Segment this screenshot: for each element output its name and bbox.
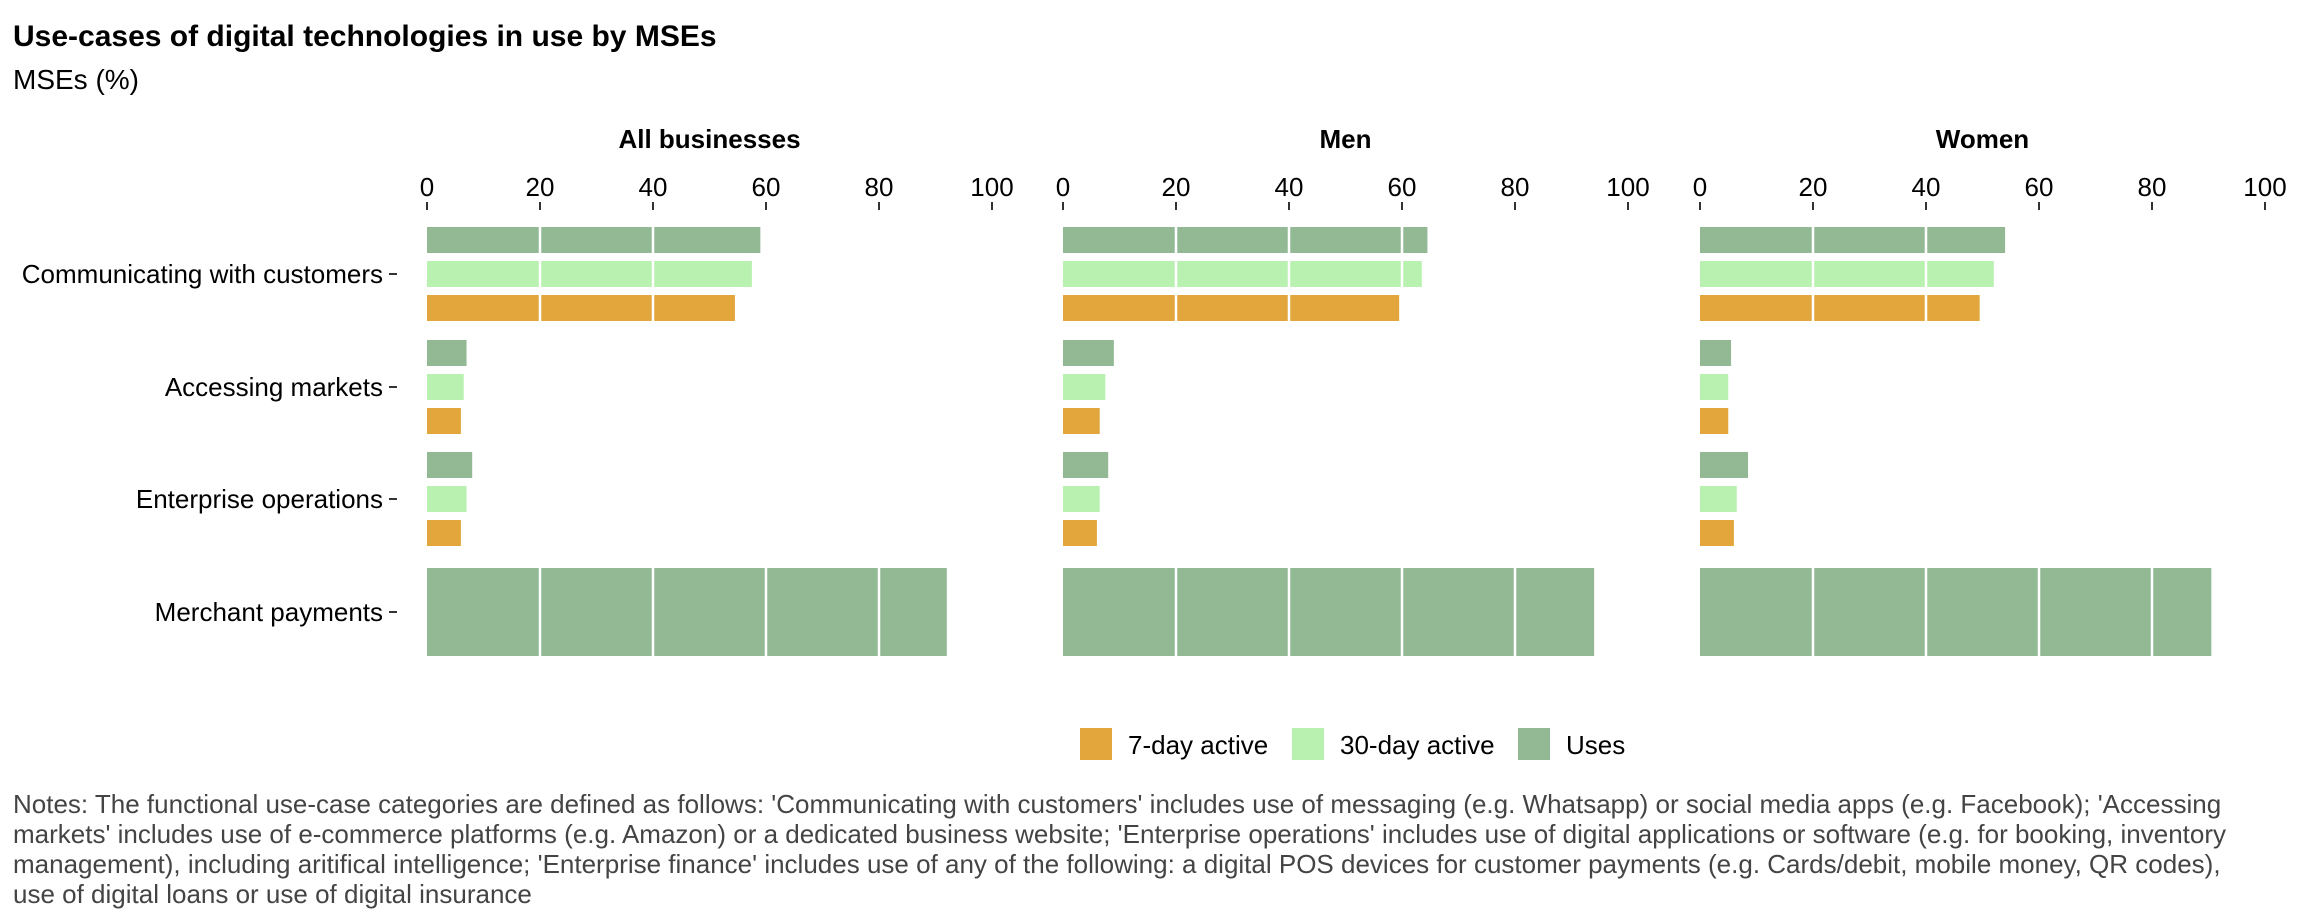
x-tick-label-all-businesses-60: 60 bbox=[752, 172, 781, 202]
x-tick-label-women-0: 0 bbox=[1693, 172, 1707, 202]
bar-women-enterprise-operations-7-day-active bbox=[1700, 520, 1734, 546]
x-tick-label-men-0: 0 bbox=[1056, 172, 1070, 202]
bar-men-accessing-markets-7-day-active bbox=[1063, 408, 1100, 434]
bar-men-communicating-with-customers-uses bbox=[1063, 227, 1428, 253]
bar-all-businesses-accessing-markets-30-day-active bbox=[427, 374, 464, 400]
x-tick-label-all-businesses-100: 100 bbox=[970, 172, 1013, 202]
bar-men-communicating-with-customers-30-day-active bbox=[1063, 261, 1422, 287]
x-tick-label-all-businesses-40: 40 bbox=[639, 172, 668, 202]
bar-men-accessing-markets-uses bbox=[1063, 340, 1114, 366]
x-tick-label-all-businesses-20: 20 bbox=[526, 172, 555, 202]
bar-all-businesses-communicating-with-customers-7-day-active bbox=[427, 295, 735, 321]
bar-women-accessing-markets-30-day-active bbox=[1700, 374, 1729, 400]
chart-title: Use-cases of digital technologies in use… bbox=[13, 20, 717, 53]
bar-all-businesses-merchant-payments-uses bbox=[427, 568, 947, 656]
legend-swatch-7-day-active bbox=[1080, 728, 1112, 760]
legend-label-30-day-active: 30-day active bbox=[1340, 730, 1495, 760]
bar-women-merchant-payments-uses bbox=[1700, 568, 2212, 656]
panel-title-all-businesses: All businesses bbox=[618, 124, 800, 154]
x-tick-label-men-60: 60 bbox=[1388, 172, 1417, 202]
bar-women-communicating-with-customers-uses bbox=[1700, 227, 2006, 253]
x-tick-label-men-40: 40 bbox=[1275, 172, 1304, 202]
bar-all-businesses-enterprise-operations-uses bbox=[427, 452, 473, 478]
x-tick-label-all-businesses-0: 0 bbox=[420, 172, 434, 202]
bar-men-merchant-payments-uses bbox=[1063, 568, 1595, 656]
bar-men-accessing-markets-30-day-active bbox=[1063, 374, 1106, 400]
bar-women-communicating-with-customers-30-day-active bbox=[1700, 261, 1994, 287]
bar-men-enterprise-operations-uses bbox=[1063, 452, 1109, 478]
legend-swatch-30-day-active bbox=[1292, 728, 1324, 760]
bar-men-enterprise-operations-30-day-active bbox=[1063, 486, 1100, 512]
category-label-enterprise-operations: Enterprise operations bbox=[136, 484, 383, 514]
x-tick-label-women-20: 20 bbox=[1799, 172, 1828, 202]
chart-subtitle: MSEs (%) bbox=[13, 64, 139, 95]
legend-label-uses: Uses bbox=[1566, 730, 1625, 760]
bar-women-enterprise-operations-30-day-active bbox=[1700, 486, 1737, 512]
x-tick-label-women-60: 60 bbox=[2025, 172, 2054, 202]
bar-all-businesses-communicating-with-customers-30-day-active bbox=[427, 261, 752, 287]
category-label-accessing-markets: Accessing markets bbox=[165, 372, 383, 402]
bar-men-enterprise-operations-7-day-active bbox=[1063, 520, 1097, 546]
x-tick-label-women-100: 100 bbox=[2243, 172, 2286, 202]
bar-all-businesses-accessing-markets-7-day-active bbox=[427, 408, 461, 434]
legend-swatch-uses bbox=[1518, 728, 1550, 760]
bar-women-accessing-markets-7-day-active bbox=[1700, 408, 1729, 434]
bar-women-enterprise-operations-uses bbox=[1700, 452, 1749, 478]
bar-all-businesses-enterprise-operations-30-day-active bbox=[427, 486, 467, 512]
x-tick-label-men-20: 20 bbox=[1162, 172, 1191, 202]
category-label-merchant-payments: Merchant payments bbox=[155, 597, 383, 627]
panel-title-women: Women bbox=[1936, 124, 2029, 154]
bar-women-communicating-with-customers-7-day-active bbox=[1700, 295, 1980, 321]
bar-women-accessing-markets-uses bbox=[1700, 340, 1732, 366]
legend-label-7-day-active: 7-day active bbox=[1128, 730, 1268, 760]
x-tick-label-women-80: 80 bbox=[2138, 172, 2167, 202]
x-tick-label-all-businesses-80: 80 bbox=[865, 172, 894, 202]
x-tick-label-men-80: 80 bbox=[1501, 172, 1530, 202]
panel-title-men: Men bbox=[1320, 124, 1372, 154]
bar-all-businesses-enterprise-operations-7-day-active bbox=[427, 520, 461, 546]
chart: Communicating with customers Accessing ma… bbox=[22, 124, 2287, 760]
chart-notes: Notes: The functional use-case categorie… bbox=[13, 789, 2226, 909]
x-tick-label-women-40: 40 bbox=[1912, 172, 1941, 202]
category-label-communicating-with-customers: Communicating with customers bbox=[22, 259, 383, 289]
x-tick-label-men-100: 100 bbox=[1606, 172, 1649, 202]
bar-men-communicating-with-customers-7-day-active bbox=[1063, 295, 1400, 321]
bar-all-businesses-communicating-with-customers-uses bbox=[427, 227, 761, 253]
bar-all-businesses-accessing-markets-uses bbox=[427, 340, 467, 366]
